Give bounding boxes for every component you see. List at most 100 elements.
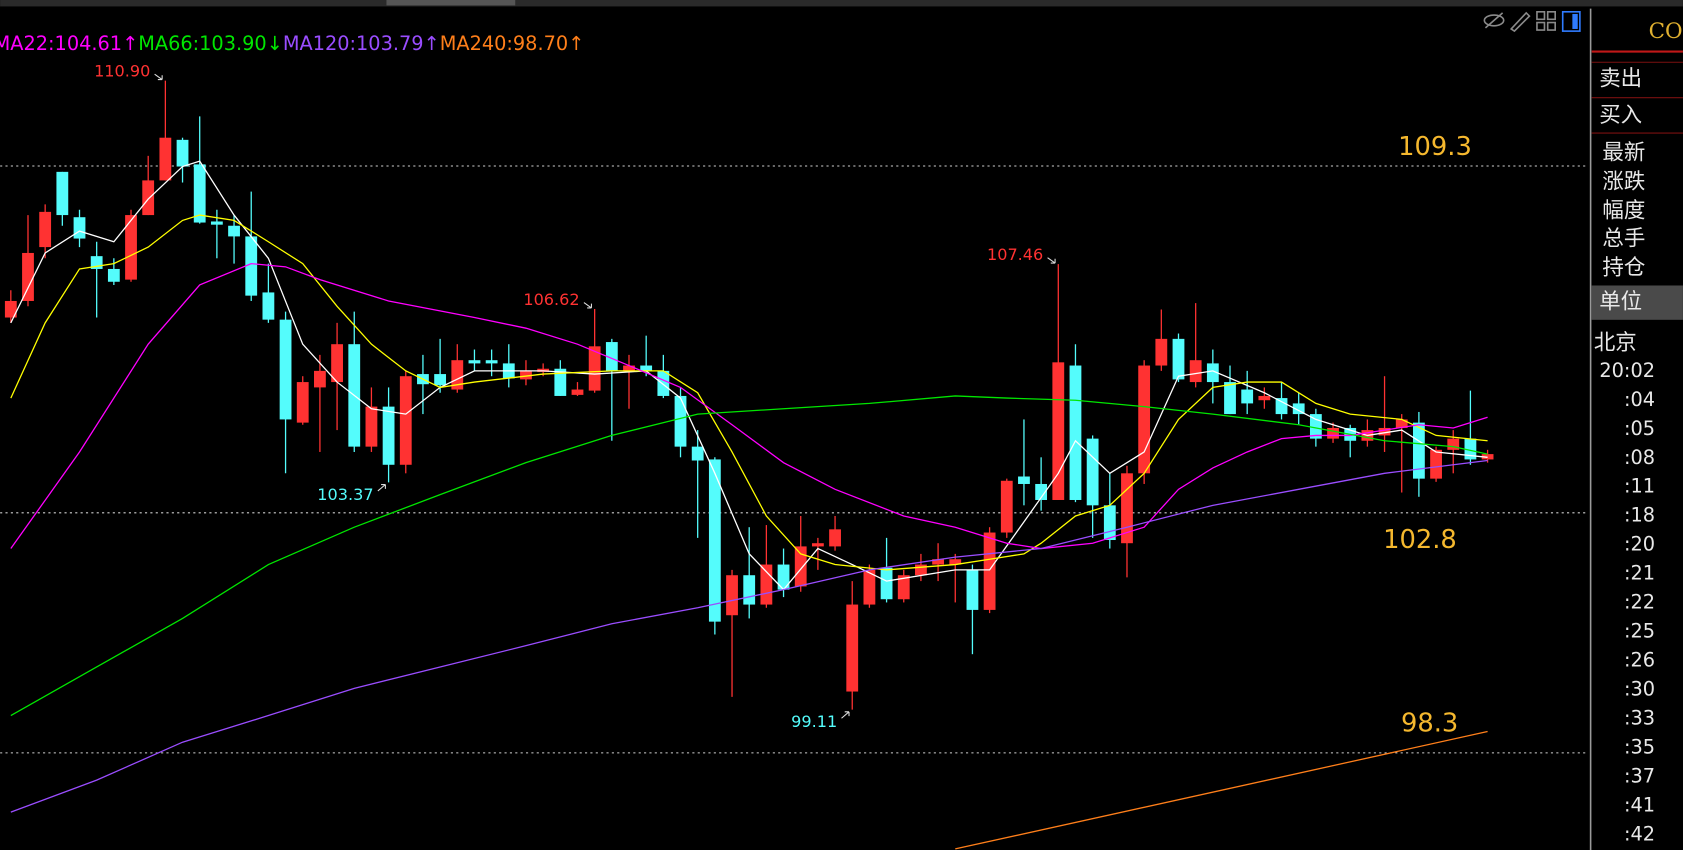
candle-body: [1138, 365, 1151, 474]
time-label: :30: [1624, 678, 1655, 701]
pencil-icon[interactable]: [1509, 11, 1531, 33]
candle-body: [296, 382, 309, 423]
field-label: 幅度: [1602, 198, 1645, 223]
field-label: 持仓: [1602, 255, 1645, 280]
label-arrow: [841, 711, 850, 719]
contract-code: CON: [1649, 19, 1683, 44]
label-arrow: [154, 73, 163, 81]
candle-body: [966, 569, 979, 610]
candle-body: [726, 575, 738, 616]
candle-body: [1447, 438, 1460, 450]
time-label: 20:02: [1599, 359, 1655, 382]
legend-item: MA22:104.61↑: [0, 32, 138, 55]
time-label: :11: [1624, 475, 1655, 498]
eye-icon[interactable]: [1483, 14, 1505, 27]
candle-body: [193, 164, 206, 223]
candle-body: [142, 180, 155, 216]
candle-body: [73, 217, 86, 239]
eye-slash: [1484, 12, 1504, 29]
time-label: :33: [1624, 707, 1655, 730]
legend-item: MA66:103.90↓: [138, 32, 283, 55]
candle-body: [1018, 476, 1030, 484]
high-label: 107.46: [987, 245, 1043, 264]
candle-body: [691, 446, 704, 461]
candle-body: [331, 344, 343, 383]
time-label: :37: [1624, 765, 1655, 788]
candle-body: [708, 459, 721, 622]
label-arrow: [1047, 257, 1056, 264]
candle-body: [1035, 483, 1048, 500]
field-label: 总手: [1602, 226, 1645, 251]
candle-body: [1464, 438, 1477, 460]
candle-body: [1309, 414, 1322, 439]
level-label: 109.3: [1398, 132, 1472, 162]
candle-body: [1412, 422, 1425, 479]
candle-body: [468, 360, 481, 364]
candle-body: [365, 406, 378, 447]
candle-body: [1069, 365, 1082, 500]
grid-icon[interactable]: [1536, 11, 1557, 31]
candle-body: [829, 529, 841, 547]
candle-body: [1275, 398, 1288, 415]
candle-body: [777, 564, 790, 590]
candle-body: [210, 221, 223, 225]
label-arrow: [583, 302, 592, 309]
ma-line: [10, 214, 1488, 571]
candle-body: [846, 604, 859, 692]
candle-body: [863, 569, 876, 605]
candle-body: [520, 370, 532, 380]
level-label: 102.8: [1383, 525, 1457, 555]
legend: MA22:104.61↑MA66:103.90↓MA120:103.79↑MA2…: [0, 32, 584, 55]
ma-line: [10, 395, 1488, 717]
candle-body: [1103, 505, 1116, 541]
ma-line: [10, 262, 1488, 550]
candle-body: [674, 395, 687, 447]
time-label: :26: [1624, 649, 1655, 672]
level-label: 98.3: [1401, 708, 1458, 738]
candle-body: [1052, 362, 1065, 500]
candle-body: [159, 137, 172, 181]
candle-body: [794, 546, 807, 587]
candle-body: [382, 406, 395, 465]
time-list: 20:02:04:05:08:11:18:20:21:22:25:26:30:3…: [1599, 359, 1655, 846]
time-label: :41: [1624, 793, 1655, 816]
candle-body: [1086, 438, 1099, 506]
candle-body: [1172, 338, 1185, 380]
plot: [0, 80, 1589, 850]
candle-body: [1258, 395, 1271, 401]
candle-body: [1155, 338, 1168, 366]
candle-body: [983, 532, 996, 610]
low-label: 103.37: [317, 485, 373, 504]
candle-body: [1378, 427, 1391, 436]
candle-body: [897, 575, 910, 600]
field-highlight: [1591, 285, 1683, 320]
candle-body: [314, 370, 326, 388]
time-label: :25: [1624, 620, 1655, 643]
candle-body: [279, 319, 292, 420]
side-panel: CON 卖出 买入 最新 涨跌 幅度 总手 持仓 单位 北京 20:02:04:…: [1589, 8, 1683, 850]
sell-button[interactable]: 卖出: [1599, 66, 1642, 91]
time-label: :35: [1624, 736, 1655, 759]
high-label: 106.62: [523, 290, 579, 309]
field-label[interactable]: 单位: [1599, 290, 1642, 315]
candle-body: [125, 215, 137, 280]
candle-body: [932, 559, 944, 565]
top-tab[interactable]: [386, 0, 516, 6]
buy-button[interactable]: 买入: [1599, 103, 1642, 128]
candle-body: [1241, 389, 1254, 404]
time-label: :04: [1624, 388, 1655, 411]
candle-body: [880, 567, 893, 600]
candle-body: [623, 365, 635, 371]
candle-body: [571, 389, 584, 395]
ma-line: [10, 459, 1488, 813]
time-label: :08: [1624, 446, 1655, 469]
layout-icon[interactable]: [1561, 11, 1581, 32]
candle-body: [245, 236, 258, 296]
candle-body: [1430, 449, 1442, 479]
candle-body: [262, 292, 275, 320]
candle-body: [22, 252, 34, 301]
candle-body: [176, 139, 189, 167]
candle-body: [1292, 403, 1305, 415]
